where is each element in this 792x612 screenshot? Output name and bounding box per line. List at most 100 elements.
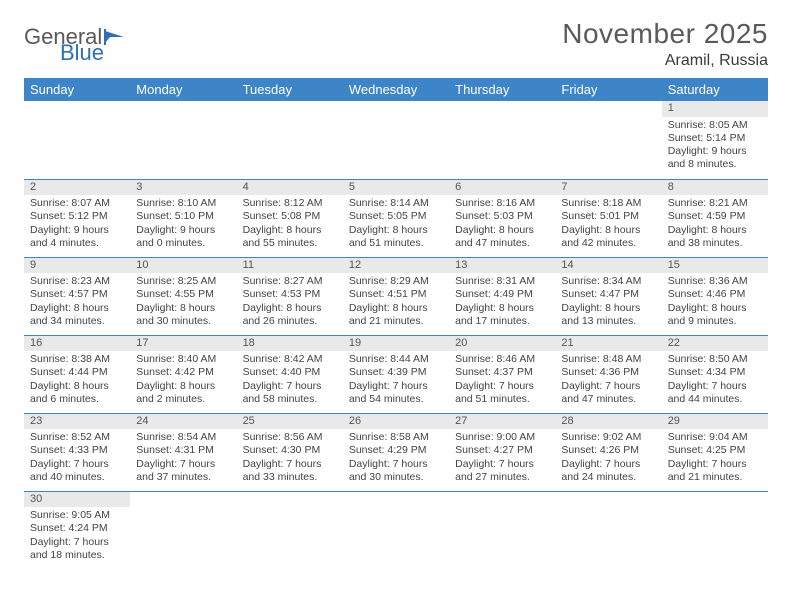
daylight-text: Daylight: 7 hours and 18 minutes. xyxy=(30,536,124,562)
sunset-text: Sunset: 5:01 PM xyxy=(561,210,655,223)
day-details: Sunrise: 8:42 AMSunset: 4:40 PMDaylight:… xyxy=(237,351,343,410)
sunrise-text: Sunrise: 8:46 AM xyxy=(455,353,549,366)
day-cell: 16Sunrise: 8:38 AMSunset: 4:44 PMDayligh… xyxy=(24,335,130,413)
daylight-text: Daylight: 7 hours and 51 minutes. xyxy=(455,380,549,406)
day-number: 26 xyxy=(343,414,449,430)
daylight-text: Daylight: 7 hours and 58 minutes. xyxy=(243,380,337,406)
day-cell: 15Sunrise: 8:36 AMSunset: 4:46 PMDayligh… xyxy=(662,257,768,335)
blank-cell xyxy=(449,101,555,179)
day-number: 29 xyxy=(662,414,768,430)
day-details: Sunrise: 8:05 AMSunset: 5:14 PMDaylight:… xyxy=(662,117,768,176)
day-details: Sunrise: 8:25 AMSunset: 4:55 PMDaylight:… xyxy=(130,273,236,332)
daylight-text: Daylight: 8 hours and 38 minutes. xyxy=(668,224,762,250)
daylight-text: Daylight: 8 hours and 34 minutes. xyxy=(30,302,124,328)
day-cell: 24Sunrise: 8:54 AMSunset: 4:31 PMDayligh… xyxy=(130,413,236,491)
sunrise-text: Sunrise: 8:21 AM xyxy=(668,197,762,210)
daylight-text: Daylight: 7 hours and 40 minutes. xyxy=(30,458,124,484)
sunrise-text: Sunrise: 8:52 AM xyxy=(30,431,124,444)
day-number: 6 xyxy=(449,180,555,196)
day-cell: 14Sunrise: 8:34 AMSunset: 4:47 PMDayligh… xyxy=(555,257,661,335)
sunset-text: Sunset: 4:53 PM xyxy=(243,288,337,301)
day-details: Sunrise: 8:54 AMSunset: 4:31 PMDaylight:… xyxy=(130,429,236,488)
daylight-text: Daylight: 7 hours and 47 minutes. xyxy=(561,380,655,406)
daylight-text: Daylight: 8 hours and 17 minutes. xyxy=(455,302,549,328)
day-details: Sunrise: 8:16 AMSunset: 5:03 PMDaylight:… xyxy=(449,195,555,254)
sunrise-text: Sunrise: 8:31 AM xyxy=(455,275,549,288)
sunrise-text: Sunrise: 9:00 AM xyxy=(455,431,549,444)
day-cell: 20Sunrise: 8:46 AMSunset: 4:37 PMDayligh… xyxy=(449,335,555,413)
header: General November 2025 Aramil, Russia xyxy=(24,18,768,70)
sunrise-text: Sunrise: 8:23 AM xyxy=(30,275,124,288)
day-cell: 8Sunrise: 8:21 AMSunset: 4:59 PMDaylight… xyxy=(662,179,768,257)
sunset-text: Sunset: 4:36 PM xyxy=(561,366,655,379)
day-details: Sunrise: 8:21 AMSunset: 4:59 PMDaylight:… xyxy=(662,195,768,254)
daylight-text: Daylight: 8 hours and 21 minutes. xyxy=(349,302,443,328)
calendar-row: 23Sunrise: 8:52 AMSunset: 4:33 PMDayligh… xyxy=(24,413,768,491)
sunset-text: Sunset: 4:57 PM xyxy=(30,288,124,301)
daylight-text: Daylight: 7 hours and 27 minutes. xyxy=(455,458,549,484)
weekday-header: Friday xyxy=(555,78,661,101)
sunrise-text: Sunrise: 8:48 AM xyxy=(561,353,655,366)
sunrise-text: Sunrise: 8:14 AM xyxy=(349,197,443,210)
day-cell: 3Sunrise: 8:10 AMSunset: 5:10 PMDaylight… xyxy=(130,179,236,257)
title-block: November 2025 Aramil, Russia xyxy=(562,18,768,70)
blank-cell xyxy=(662,491,768,569)
daylight-text: Daylight: 7 hours and 30 minutes. xyxy=(349,458,443,484)
day-details: Sunrise: 8:27 AMSunset: 4:53 PMDaylight:… xyxy=(237,273,343,332)
day-cell: 17Sunrise: 8:40 AMSunset: 4:42 PMDayligh… xyxy=(130,335,236,413)
day-number: 21 xyxy=(555,336,661,352)
sunset-text: Sunset: 4:49 PM xyxy=(455,288,549,301)
daylight-text: Daylight: 7 hours and 21 minutes. xyxy=(668,458,762,484)
day-number: 10 xyxy=(130,258,236,274)
sunrise-text: Sunrise: 8:12 AM xyxy=(243,197,337,210)
day-number: 28 xyxy=(555,414,661,430)
day-details: Sunrise: 8:36 AMSunset: 4:46 PMDaylight:… xyxy=(662,273,768,332)
day-details: Sunrise: 8:14 AMSunset: 5:05 PMDaylight:… xyxy=(343,195,449,254)
day-details: Sunrise: 8:10 AMSunset: 5:10 PMDaylight:… xyxy=(130,195,236,254)
sunrise-text: Sunrise: 9:05 AM xyxy=(30,509,124,522)
daylight-text: Daylight: 7 hours and 24 minutes. xyxy=(561,458,655,484)
sunset-text: Sunset: 5:10 PM xyxy=(136,210,230,223)
weekday-header: Tuesday xyxy=(237,78,343,101)
daylight-text: Daylight: 8 hours and 26 minutes. xyxy=(243,302,337,328)
day-number: 4 xyxy=(237,180,343,196)
sunrise-text: Sunrise: 8:25 AM xyxy=(136,275,230,288)
sunrise-text: Sunrise: 8:29 AM xyxy=(349,275,443,288)
day-details: Sunrise: 8:31 AMSunset: 4:49 PMDaylight:… xyxy=(449,273,555,332)
day-number: 12 xyxy=(343,258,449,274)
sunset-text: Sunset: 4:47 PM xyxy=(561,288,655,301)
day-cell: 6Sunrise: 8:16 AMSunset: 5:03 PMDaylight… xyxy=(449,179,555,257)
weekday-header: Thursday xyxy=(449,78,555,101)
day-details: Sunrise: 9:05 AMSunset: 4:24 PMDaylight:… xyxy=(24,507,130,566)
day-number: 2 xyxy=(24,180,130,196)
sunset-text: Sunset: 4:46 PM xyxy=(668,288,762,301)
day-cell: 25Sunrise: 8:56 AMSunset: 4:30 PMDayligh… xyxy=(237,413,343,491)
sunset-text: Sunset: 5:05 PM xyxy=(349,210,443,223)
day-number: 14 xyxy=(555,258,661,274)
day-details: Sunrise: 9:00 AMSunset: 4:27 PMDaylight:… xyxy=(449,429,555,488)
calendar-row: 30Sunrise: 9:05 AMSunset: 4:24 PMDayligh… xyxy=(24,491,768,569)
day-cell: 22Sunrise: 8:50 AMSunset: 4:34 PMDayligh… xyxy=(662,335,768,413)
day-cell: 26Sunrise: 8:58 AMSunset: 4:29 PMDayligh… xyxy=(343,413,449,491)
daylight-text: Daylight: 8 hours and 6 minutes. xyxy=(30,380,124,406)
sunrise-text: Sunrise: 8:50 AM xyxy=(668,353,762,366)
day-number: 9 xyxy=(24,258,130,274)
daylight-text: Daylight: 8 hours and 2 minutes. xyxy=(136,380,230,406)
day-cell: 30Sunrise: 9:05 AMSunset: 4:24 PMDayligh… xyxy=(24,491,130,569)
daylight-text: Daylight: 8 hours and 55 minutes. xyxy=(243,224,337,250)
sunrise-text: Sunrise: 8:54 AM xyxy=(136,431,230,444)
daylight-text: Daylight: 7 hours and 54 minutes. xyxy=(349,380,443,406)
weekday-header: Wednesday xyxy=(343,78,449,101)
day-number: 17 xyxy=(130,336,236,352)
sunset-text: Sunset: 4:26 PM xyxy=(561,444,655,457)
logo-text-blue: Blue xyxy=(60,40,104,66)
sunrise-text: Sunrise: 8:44 AM xyxy=(349,353,443,366)
sunset-text: Sunset: 4:44 PM xyxy=(30,366,124,379)
daylight-text: Daylight: 7 hours and 44 minutes. xyxy=(668,380,762,406)
day-details: Sunrise: 8:18 AMSunset: 5:01 PMDaylight:… xyxy=(555,195,661,254)
sunrise-text: Sunrise: 8:18 AM xyxy=(561,197,655,210)
sunset-text: Sunset: 4:27 PM xyxy=(455,444,549,457)
daylight-text: Daylight: 9 hours and 8 minutes. xyxy=(668,145,762,171)
sunrise-text: Sunrise: 8:38 AM xyxy=(30,353,124,366)
day-details: Sunrise: 8:58 AMSunset: 4:29 PMDaylight:… xyxy=(343,429,449,488)
